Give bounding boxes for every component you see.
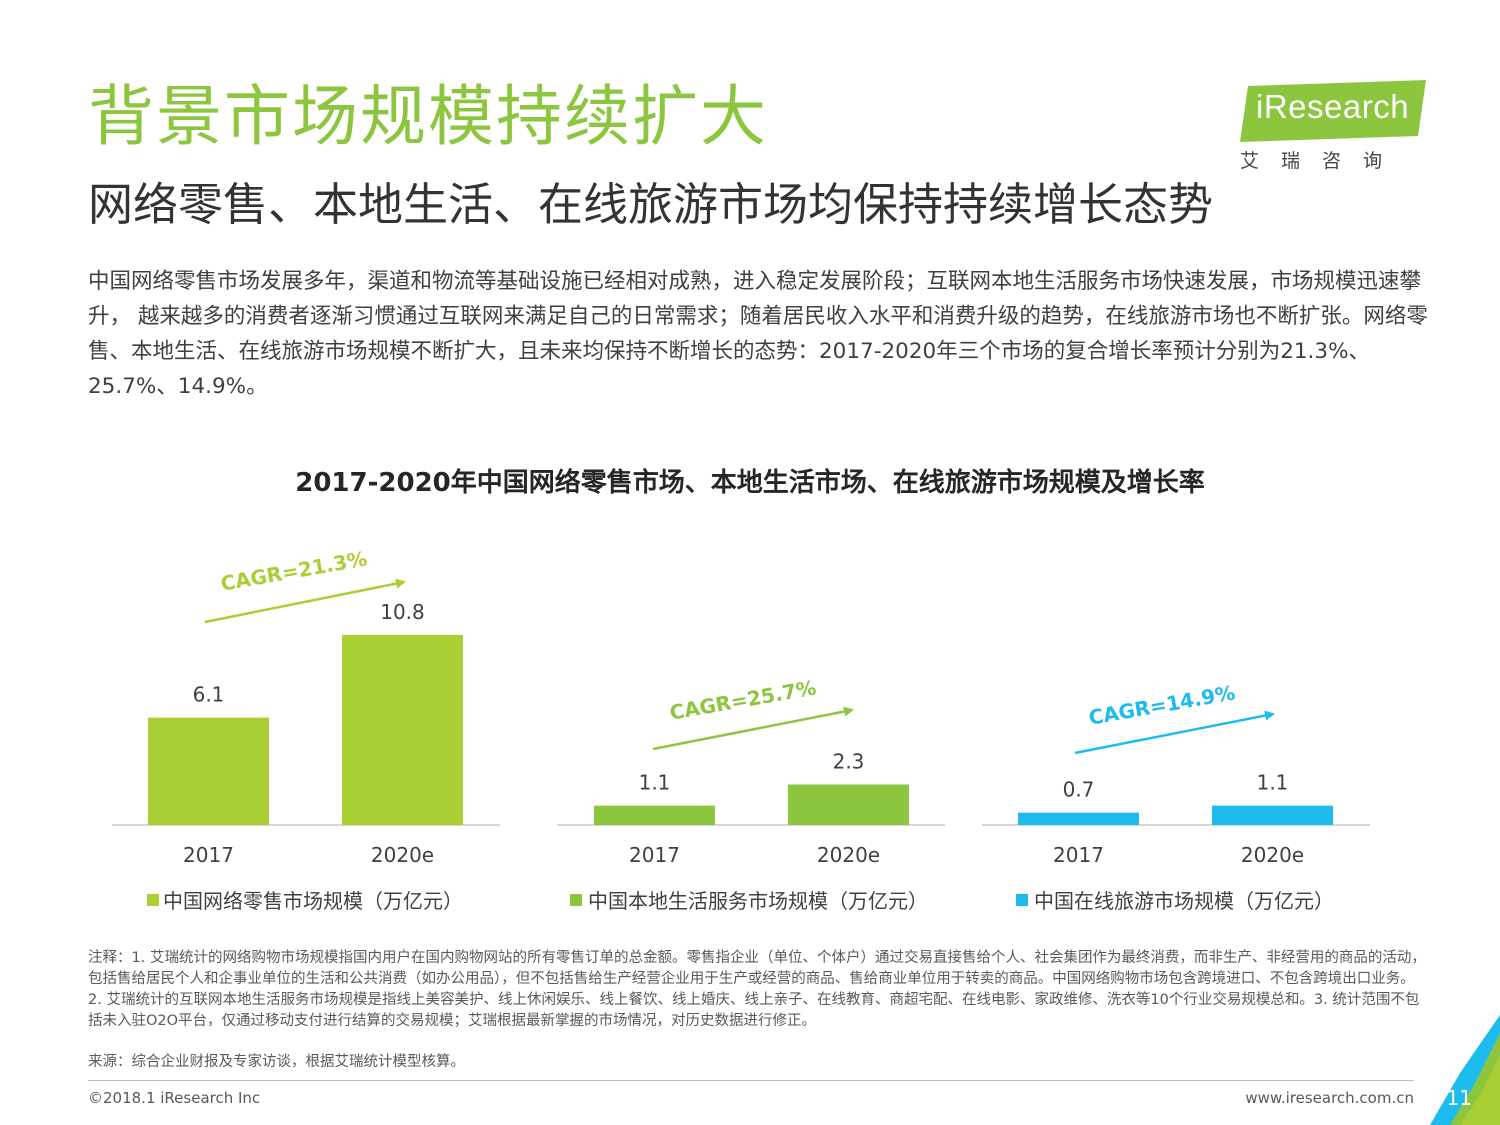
legend-swatch bbox=[1016, 894, 1028, 906]
trend-arrow bbox=[1074, 710, 1275, 755]
page-number: 11 bbox=[1446, 1086, 1472, 1110]
x-tick-label: 2017 bbox=[629, 843, 680, 867]
logo-text: iResearch bbox=[1256, 88, 1410, 125]
x-tick-label: 2020e bbox=[817, 843, 880, 867]
copyright-text: ©2018.1 iResearch Inc bbox=[88, 1089, 261, 1107]
bar bbox=[1212, 805, 1333, 825]
data-label: 6.1 bbox=[193, 683, 225, 707]
corner-decoration bbox=[1430, 1015, 1500, 1125]
legend-label: 中国在线旅游市场规模（万亿元） bbox=[1034, 889, 1334, 913]
cagr-label: CAGR=14.9% bbox=[1087, 680, 1237, 729]
data-label: 1.1 bbox=[639, 771, 671, 795]
cagr-label: CAGR=25.7% bbox=[668, 675, 818, 724]
bar bbox=[788, 784, 909, 825]
x-tick-label: 2020e bbox=[371, 843, 434, 867]
chart-title: 2017-2020年中国网络零售市场、本地生活市场、在线旅游市场规模及增长率 bbox=[295, 468, 1205, 498]
data-label: 2.3 bbox=[833, 750, 865, 774]
x-tick-label: 2017 bbox=[1053, 843, 1104, 867]
chart-notes: 注释：1. 艾瑞统计的网络购物市场规模指国内用户在国内购物网站的所有零售订单的总… bbox=[88, 950, 1426, 1029]
cagr-label: CAGR=21.3% bbox=[219, 546, 369, 595]
bar bbox=[342, 634, 463, 825]
trend-arrow bbox=[204, 578, 406, 624]
bar bbox=[1018, 812, 1139, 825]
page-title: 背景市场规模持续扩大 bbox=[88, 78, 768, 155]
legend-label: 中国网络零售市场规模（万亿元） bbox=[163, 889, 463, 913]
iresearch-logo: iResearch 艾瑞咨询 bbox=[1236, 80, 1426, 172]
x-tick-label: 2017 bbox=[183, 843, 234, 867]
bar bbox=[148, 717, 269, 825]
logo-cn-text: 艾瑞咨询 bbox=[1240, 150, 1405, 172]
intro-paragraph: 中国网络零售市场发展多年，渠道和物流等基础设施已经相对成熟，进入稳定发展阶段；互… bbox=[88, 269, 1428, 399]
website-link[interactable]: www.iresearch.com.cn bbox=[1245, 1089, 1414, 1107]
data-label: 10.8 bbox=[380, 600, 425, 624]
legend-swatch bbox=[570, 894, 582, 906]
logo-badge-icon bbox=[1240, 80, 1426, 142]
footer-divider bbox=[88, 1080, 1414, 1081]
x-tick-label: 2020e bbox=[1241, 843, 1304, 867]
page-subtitle: 网络零售、本地生活、在线旅游市场均保持持续增长态势 bbox=[88, 178, 1214, 231]
legend-swatch bbox=[147, 894, 159, 906]
legend-label: 中国本地生活服务市场规模（万亿元） bbox=[588, 889, 928, 913]
trend-arrow bbox=[652, 706, 854, 751]
data-label: 1.1 bbox=[1257, 771, 1289, 795]
chart-area: 6.1 2017 10.8 2020e CAGR=21.3% 中国网络零售市场规模（万亿元… bbox=[112, 546, 1370, 913]
chart-source: 来源：综合企业财报及专家访谈，根据艾瑞统计模型核算。 bbox=[88, 1054, 465, 1070]
bar bbox=[594, 805, 715, 825]
data-label: 0.7 bbox=[1063, 778, 1095, 802]
